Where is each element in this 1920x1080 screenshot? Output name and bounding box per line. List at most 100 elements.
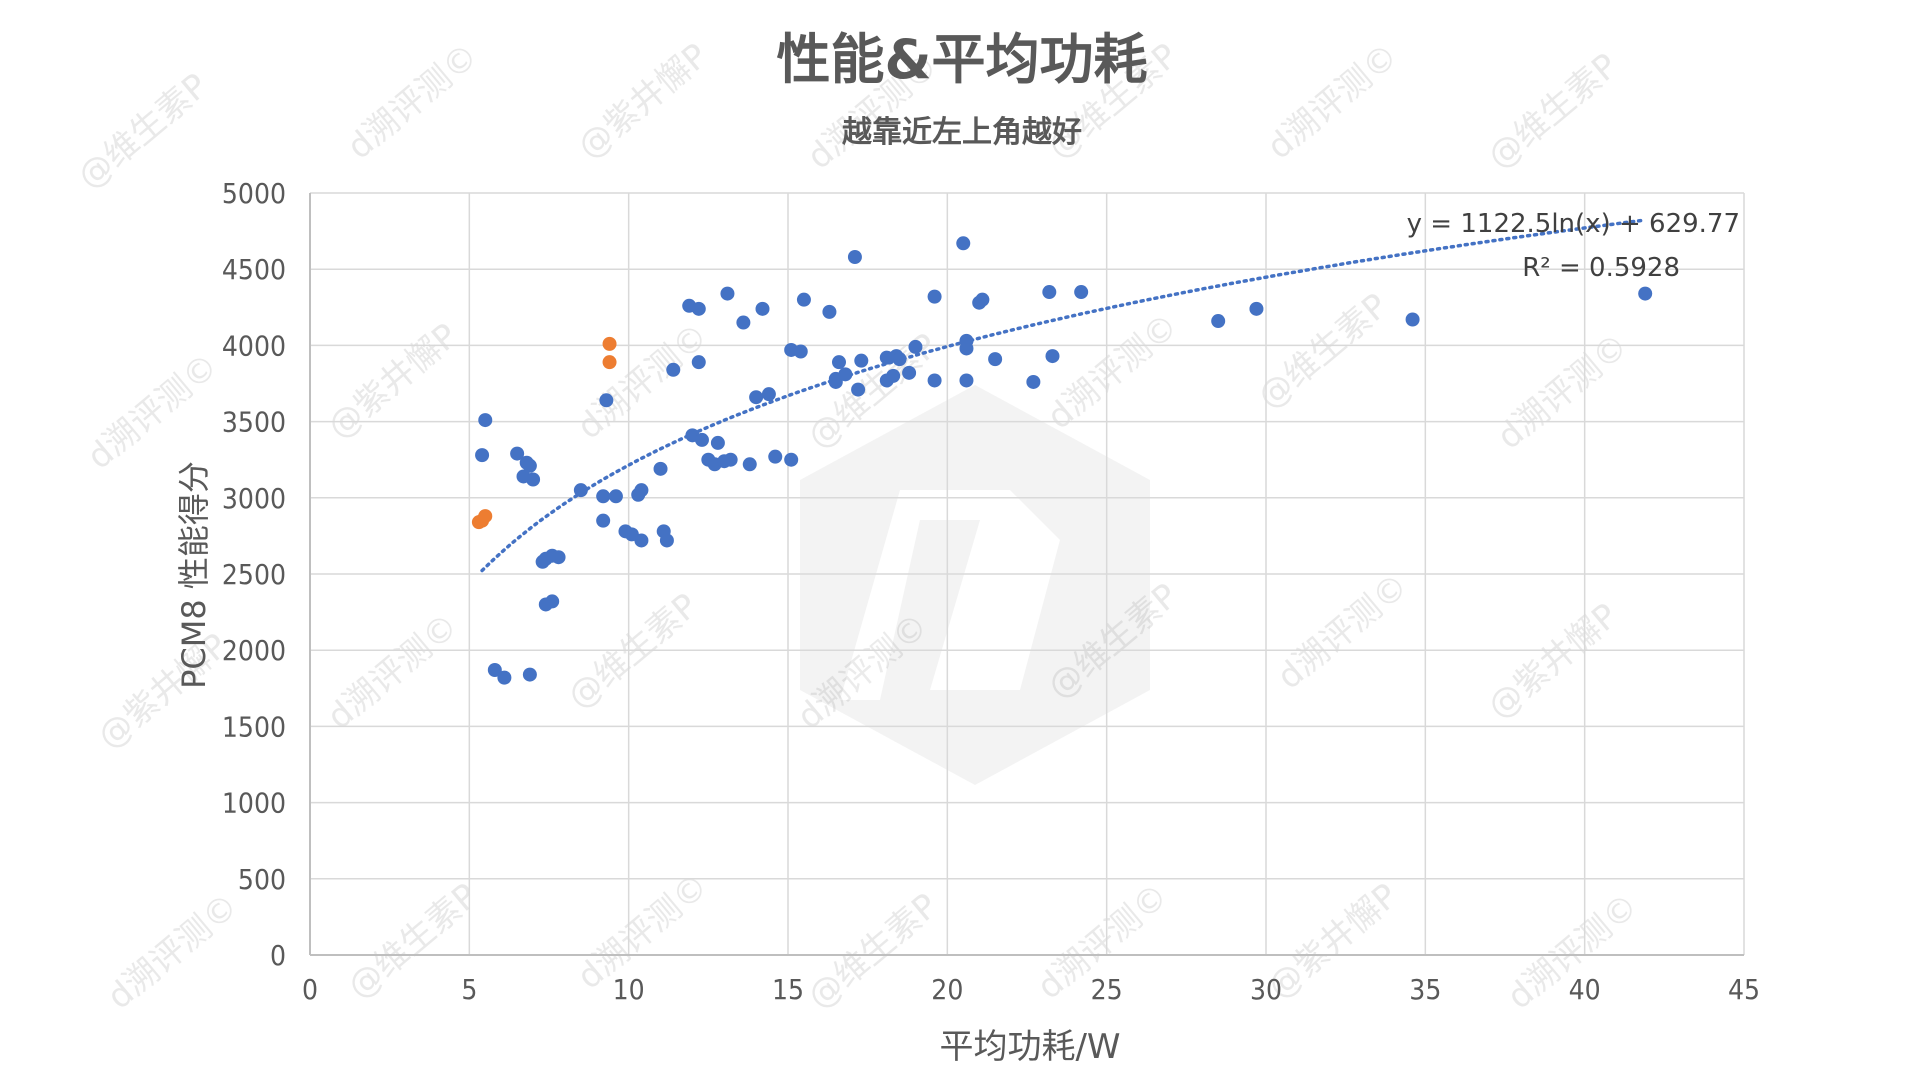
watermark-text: d溯评测© <box>80 346 226 478</box>
data-point <box>975 292 990 307</box>
data-point <box>956 236 971 251</box>
watermark-text: d溯评测© <box>100 886 246 1018</box>
data-point <box>720 286 735 301</box>
data-point <box>634 483 649 498</box>
y-tick-label: 1000 <box>222 787 286 820</box>
data-point <box>927 289 942 304</box>
watermark-text: @紫井懈P <box>320 316 466 447</box>
data-point <box>602 355 617 370</box>
data-point <box>749 390 764 405</box>
data-point <box>608 489 623 504</box>
data-point <box>784 452 799 467</box>
watermark-text: @紫井懈P <box>1480 596 1626 727</box>
data-points <box>471 236 1653 685</box>
data-point <box>761 387 776 402</box>
data-point <box>602 336 617 351</box>
chart-subtitle: 越靠近左上角越好 <box>842 115 1082 150</box>
watermark-text: d溯评测© <box>1270 566 1416 698</box>
data-point <box>526 472 541 487</box>
watermark-text: @紫井懈P <box>90 626 236 757</box>
y-tick-label: 5000 <box>222 177 286 210</box>
y-tick-label: 3000 <box>222 482 286 515</box>
data-point <box>522 667 537 682</box>
data-point <box>478 509 493 524</box>
data-point <box>573 483 588 498</box>
watermark-text: @维生素P <box>800 886 946 1017</box>
data-point <box>691 355 706 370</box>
x-tick-label: 10 <box>613 973 645 1006</box>
data-point <box>908 339 923 354</box>
watermark-text: d溯评测© <box>570 316 716 448</box>
data-point <box>1405 312 1420 327</box>
y-tick-label: 1500 <box>222 710 286 743</box>
data-point <box>551 550 566 565</box>
data-point <box>653 461 668 476</box>
trendline-equation: y = 1122.5ln(x) + 629.77 <box>1407 209 1740 239</box>
data-point <box>736 315 751 330</box>
data-point <box>691 301 706 316</box>
data-point <box>892 352 907 367</box>
data-point <box>902 365 917 380</box>
data-point <box>768 449 783 464</box>
data-point <box>886 368 901 383</box>
watermark-text: @紫井懈P <box>570 36 716 167</box>
y-tick-label: 4500 <box>222 253 286 286</box>
data-point <box>634 533 649 548</box>
data-point <box>694 432 709 447</box>
y-tick-label: 3500 <box>222 406 286 439</box>
data-point <box>596 489 611 504</box>
x-axis-label: 平均功耗/W <box>939 1027 1120 1067</box>
data-point <box>828 374 843 389</box>
data-point <box>959 373 974 388</box>
gridlines <box>309 192 1745 956</box>
data-point <box>723 452 738 467</box>
chart-title: 性能&平均功耗 <box>776 28 1147 91</box>
data-point <box>596 513 611 528</box>
watermark-text: @维生素P <box>560 586 706 717</box>
x-tick-label: 30 <box>1250 973 1282 1006</box>
data-point <box>988 352 1003 367</box>
x-tick-label: 5 <box>461 973 477 1006</box>
data-point <box>1638 286 1653 301</box>
x-tick-label: 45 <box>1728 973 1760 1006</box>
y-tick-label: 2000 <box>222 634 286 667</box>
watermark-text: @维生素P <box>1480 46 1626 177</box>
data-point <box>793 344 808 359</box>
x-tick-label: 25 <box>1091 973 1123 1006</box>
data-point <box>1074 285 1089 300</box>
data-point <box>497 670 512 685</box>
data-point <box>854 353 869 368</box>
data-point <box>1249 301 1264 316</box>
y-tick-label: 0 <box>270 939 286 972</box>
data-point <box>1211 314 1226 329</box>
data-point <box>1026 374 1041 389</box>
data-point <box>475 448 490 463</box>
data-point <box>755 301 770 316</box>
axes: 0 5 10 15 20 25 30 35 40 45 0 500 1000 1500 2000 2500 30… <box>222 177 1760 1006</box>
data-point <box>831 355 846 370</box>
y-tick-label: 2500 <box>222 558 286 591</box>
data-point <box>822 304 837 319</box>
data-point <box>959 341 974 356</box>
data-point <box>1042 285 1057 300</box>
data-point <box>659 533 674 548</box>
watermark-text: d溯评测© <box>320 606 466 738</box>
watermark-text: d溯评测© <box>1260 36 1406 168</box>
trendline-r-squared: R² = 0.5928 <box>1522 253 1680 283</box>
data-point <box>851 382 866 397</box>
data-point <box>522 458 537 473</box>
data-point <box>847 250 862 265</box>
watermark-text: d溯评测© <box>1040 306 1186 438</box>
y-tick-label: 500 <box>238 863 286 896</box>
data-point <box>838 367 853 382</box>
data-point <box>487 663 502 678</box>
x-tick-label: 40 <box>1569 973 1601 1006</box>
data-point <box>478 413 493 428</box>
watermark-text: @维生素P <box>70 66 216 197</box>
x-tick-label: 0 <box>302 973 318 1006</box>
logo-watermark <box>800 385 1150 785</box>
data-point <box>796 292 811 307</box>
data-point <box>510 446 525 461</box>
